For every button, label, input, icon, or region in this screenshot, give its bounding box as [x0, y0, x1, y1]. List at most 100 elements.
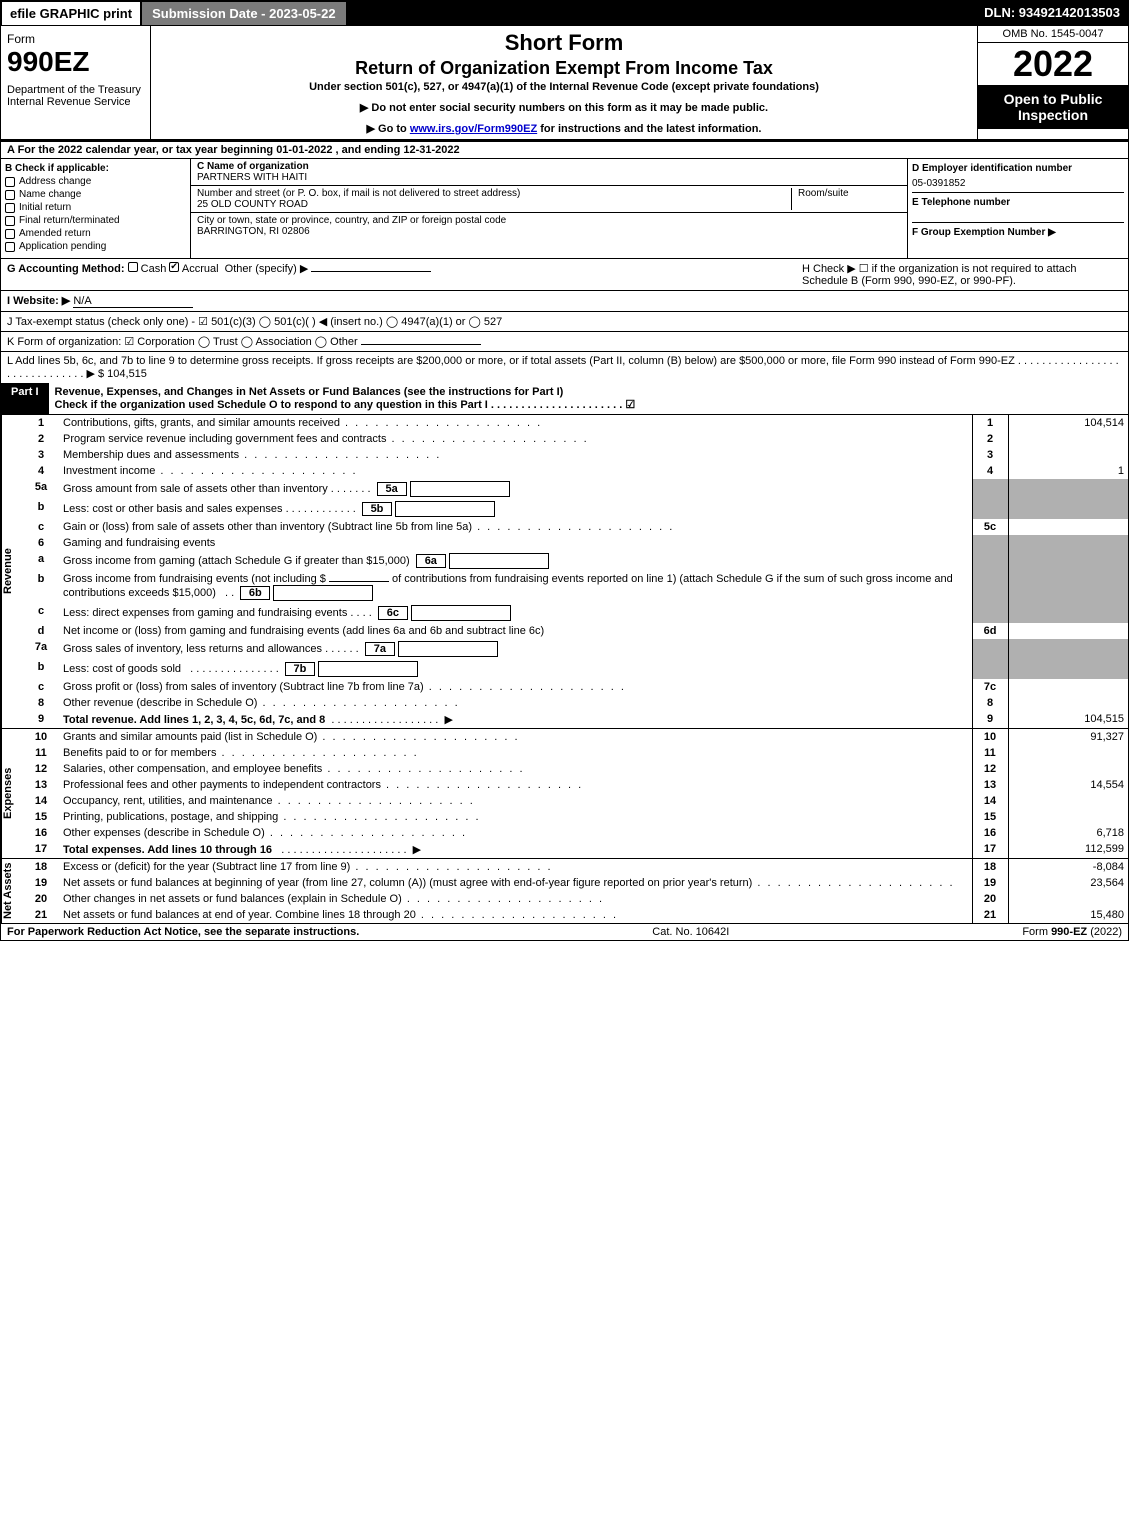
city-value: BARRINGTON, RI 02806: [197, 226, 901, 237]
city-row: City or town, state or province, country…: [191, 213, 907, 239]
checkbox-icon: [5, 203, 15, 213]
line-14-ref: 14: [972, 793, 1008, 809]
line-6b-amt: [1008, 571, 1128, 603]
expenses-section: Expenses 10Grants and similar amounts pa…: [1, 728, 1128, 858]
check-name-change[interactable]: Name change: [5, 189, 186, 200]
check-application-pending[interactable]: Application pending: [5, 241, 186, 252]
room-suite-label: Room/suite: [791, 188, 901, 210]
check-initial-return[interactable]: Initial return: [5, 202, 186, 213]
website-label: I Website: ▶: [7, 295, 70, 307]
revenue-vert-label: Revenue: [1, 415, 23, 728]
line-7c-text: Gross profit or (loss) from sales of inv…: [59, 679, 972, 695]
line-7b-text: Less: cost of goods sold . . . . . . . .…: [59, 659, 972, 679]
accounting-method-label: G Accounting Method:: [7, 263, 125, 275]
form-word: Form: [7, 32, 144, 46]
line-10-amt: 91,327: [1008, 729, 1128, 745]
line-4-text: Investment income: [59, 463, 972, 479]
line-5c-ref: 5c: [972, 519, 1008, 535]
catalog-number: Cat. No. 10642I: [652, 926, 729, 938]
ein-label: D Employer identification number: [912, 163, 1124, 174]
section-d-e-f: D Employer identification number 05-0391…: [908, 159, 1128, 258]
line-6-amt: [1008, 535, 1128, 551]
line-5c-text: Gain or (loss) from sale of assets other…: [59, 519, 972, 535]
line-15-ref: 15: [972, 809, 1008, 825]
part-1-header: Part I Revenue, Expenses, and Changes in…: [1, 383, 1128, 414]
line-5a-box: 5a: [377, 482, 407, 496]
line-6c-box: 6c: [378, 606, 408, 620]
expenses-vert-label: Expenses: [1, 729, 23, 858]
irs-link[interactable]: www.irs.gov/Form990EZ: [410, 123, 537, 135]
line-12-text: Salaries, other compensation, and employ…: [59, 761, 972, 777]
line-7b-val: [318, 661, 418, 677]
line-14-amt: [1008, 793, 1128, 809]
check-amended-return[interactable]: Amended return: [5, 228, 186, 239]
net-assets-section: Net Assets 18Excess or (deficit) for the…: [1, 858, 1128, 923]
open-to-public-badge: Open to Public Inspection: [978, 85, 1128, 129]
cash-label: Cash: [141, 263, 167, 275]
city-label: City or town, state or province, country…: [197, 215, 901, 226]
part-1-title: Revenue, Expenses, and Changes in Net As…: [49, 383, 1128, 414]
line-1-ref: 1: [972, 415, 1008, 431]
paperwork-notice: For Paperwork Reduction Act Notice, see …: [7, 926, 359, 938]
dln-label: DLN: 93492142013503: [347, 1, 1128, 26]
form-container: efile GRAPHIC print Submission Date - 20…: [0, 0, 1129, 941]
check-final-return[interactable]: Final return/terminated: [5, 215, 186, 226]
top-bar: efile GRAPHIC print Submission Date - 20…: [1, 1, 1128, 26]
form-of-org-label: K Form of organization: ☑ Corporation ◯ …: [7, 336, 358, 348]
checkbox-icon[interactable]: [128, 262, 138, 272]
section-k: K Form of organization: ☑ Corporation ◯ …: [1, 331, 1128, 351]
line-13-ref: 13: [972, 777, 1008, 793]
section-c: C Name of organization PARTNERS WITH HAI…: [191, 159, 908, 258]
other-input-line[interactable]: [311, 271, 431, 272]
line-2-ref: 2: [972, 431, 1008, 447]
checkbox-icon: [5, 229, 15, 239]
instruction-2: ▶ Go to www.irs.gov/Form990EZ for instru…: [157, 122, 971, 135]
header-center: Short Form Return of Organization Exempt…: [151, 26, 978, 139]
submission-date-label: Submission Date - 2023-05-22: [141, 1, 347, 26]
line-4-amt: 1: [1008, 463, 1128, 479]
line-6c-ref: [972, 603, 1008, 623]
line-6d-amt: [1008, 623, 1128, 639]
line-9-text: Total revenue. Add lines 1, 2, 3, 4, 5c,…: [59, 711, 972, 728]
line-8-ref: 8: [972, 695, 1008, 711]
line-6d-text: Net income or (loss) from gaming and fun…: [59, 623, 972, 639]
gross-receipts-text: L Add lines 5b, 6c, and 7b to line 9 to …: [7, 355, 1119, 380]
line-8-text: Other revenue (describe in Schedule O): [59, 695, 972, 711]
check-address-change[interactable]: Address change: [5, 176, 186, 187]
line-5a-val: [410, 481, 510, 497]
line-6d-ref: 6d: [972, 623, 1008, 639]
line-6-text: Gaming and fundraising events: [59, 535, 972, 551]
section-g: G Accounting Method: Cash Accrual Other …: [7, 262, 431, 287]
line-21-amt: 15,480: [1008, 907, 1128, 923]
entity-info-grid: B Check if applicable: Address change Na…: [1, 158, 1128, 258]
line-6a-text: Gross income from gaming (attach Schedul…: [59, 551, 972, 571]
line-16-text: Other expenses (describe in Schedule O): [59, 825, 972, 841]
line-16-amt: 6,718: [1008, 825, 1128, 841]
line-20-ref: 20: [972, 891, 1008, 907]
header-left: Form 990EZ Department of the Treasury In…: [1, 26, 151, 139]
section-g-h: G Accounting Method: Cash Accrual Other …: [1, 258, 1128, 290]
line-7a-box: 7a: [365, 642, 395, 656]
other-org-input[interactable]: [361, 344, 481, 345]
checkbox-checked-icon[interactable]: [169, 262, 179, 272]
line-17-amt: 112,599: [1008, 841, 1128, 858]
netassets-vert-label: Net Assets: [1, 859, 23, 923]
omb-number: OMB No. 1545-0047: [978, 26, 1128, 43]
header-right: OMB No. 1545-0047 2022 Open to Public In…: [978, 26, 1128, 139]
line-1-text: Contributions, gifts, grants, and simila…: [59, 415, 972, 431]
line-17-text: Total expenses. Add lines 10 through 16 …: [59, 841, 972, 858]
part-1-check-line: Check if the organization used Schedule …: [55, 399, 636, 411]
line-17-ref: 17: [972, 841, 1008, 858]
department-label: Department of the Treasury Internal Reve…: [7, 84, 144, 108]
revenue-table: 1Contributions, gifts, grants, and simil…: [23, 415, 1128, 728]
form-number: 990EZ: [7, 46, 144, 78]
tax-year: 2022: [978, 43, 1128, 85]
line-2-amt: [1008, 431, 1128, 447]
org-name-row: C Name of organization PARTNERS WITH HAI…: [191, 159, 907, 186]
line-8-amt: [1008, 695, 1128, 711]
checkbox-icon: [5, 190, 15, 200]
line-10-ref: 10: [972, 729, 1008, 745]
line-12-amt: [1008, 761, 1128, 777]
efile-print-label[interactable]: efile GRAPHIC print: [1, 1, 141, 26]
ein-value: 05-0391852: [912, 178, 1124, 193]
